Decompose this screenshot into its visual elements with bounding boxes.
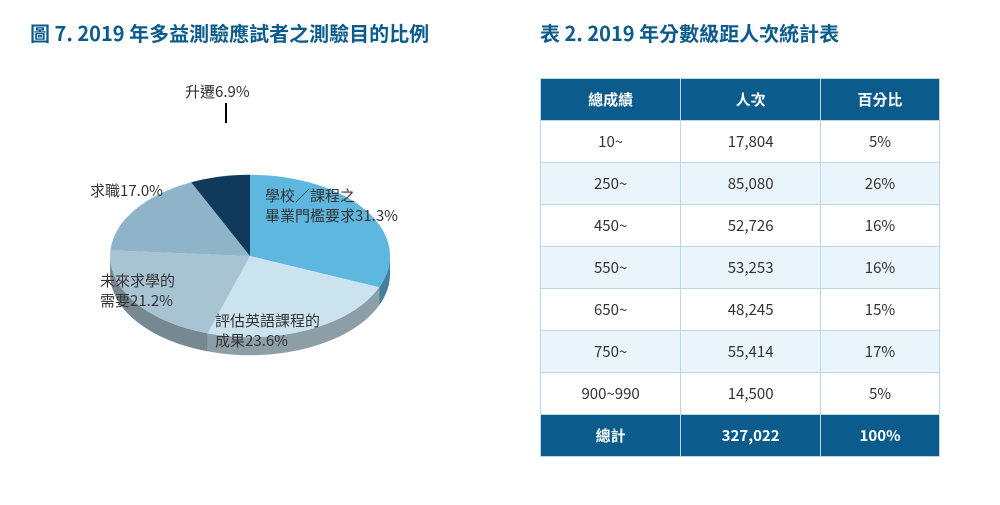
pie-label-courseeval: 評估英語課程的成果23.6%: [215, 311, 320, 352]
cell-count: 48,245: [681, 289, 821, 331]
pie-label-graduation: 學校／課程之畢業門檻要求31.3%: [265, 186, 398, 227]
cell-count: 55,414: [681, 331, 821, 373]
cell-range: 650~: [541, 289, 681, 331]
table-row: 750~55,41417%: [541, 331, 940, 373]
cell-pct: 5%: [821, 121, 940, 163]
table-row: 450~52,72616%: [541, 205, 940, 247]
pie-svg: [100, 106, 400, 426]
cell-range: 550~: [541, 247, 681, 289]
cell-pct: 16%: [821, 205, 940, 247]
table-row: 650~48,24515%: [541, 289, 940, 331]
table-row: 10~17,8045%: [541, 121, 940, 163]
col-header-pct: 百分比: [821, 79, 940, 121]
footer-pct: 100%: [821, 415, 940, 457]
table-row: 250~85,08026%: [541, 163, 940, 205]
cell-pct: 15%: [821, 289, 940, 331]
pie-label-jobhunt: 求職17.0%: [90, 181, 163, 201]
cell-pct: 5%: [821, 373, 940, 415]
table-title: 表 2. 2019 年分數級距人次統計表: [520, 18, 970, 48]
pie-label-promotion: 升遷6.9%: [185, 82, 250, 102]
pie-leader-line: [225, 103, 227, 123]
cell-range: 10~: [541, 121, 681, 163]
cell-pct: 26%: [821, 163, 940, 205]
cell-pct: 16%: [821, 247, 940, 289]
cell-range: 450~: [541, 205, 681, 247]
pie-chart: 升遷6.9% 求職17.0% 未來求學的需要21.2% 評估英語課程的成果23.…: [30, 66, 470, 446]
table-row: 550~53,25316%: [541, 247, 940, 289]
cell-count: 14,500: [681, 373, 821, 415]
score-table: 總成績 人次 百分比 10~17,8045%250~85,08026%450~5…: [540, 78, 940, 457]
cell-range: 750~: [541, 331, 681, 373]
pie-label-futurestudy: 未來求學的需要21.2%: [100, 271, 175, 312]
cell-count: 53,253: [681, 247, 821, 289]
cell-range: 250~: [541, 163, 681, 205]
footer-label: 總計: [541, 415, 681, 457]
col-header-count: 人次: [681, 79, 821, 121]
cell-count: 52,726: [681, 205, 821, 247]
footer-count: 327,022: [681, 415, 821, 457]
figure-title: 圖 7. 2019 年多益測驗應試者之測驗目的比例: [30, 18, 430, 48]
cell-count: 85,080: [681, 163, 821, 205]
cell-range: 900~990: [541, 373, 681, 415]
cell-count: 17,804: [681, 121, 821, 163]
col-header-score: 總成績: [541, 79, 681, 121]
table-row: 900~99014,5005%: [541, 373, 940, 415]
cell-pct: 17%: [821, 331, 940, 373]
